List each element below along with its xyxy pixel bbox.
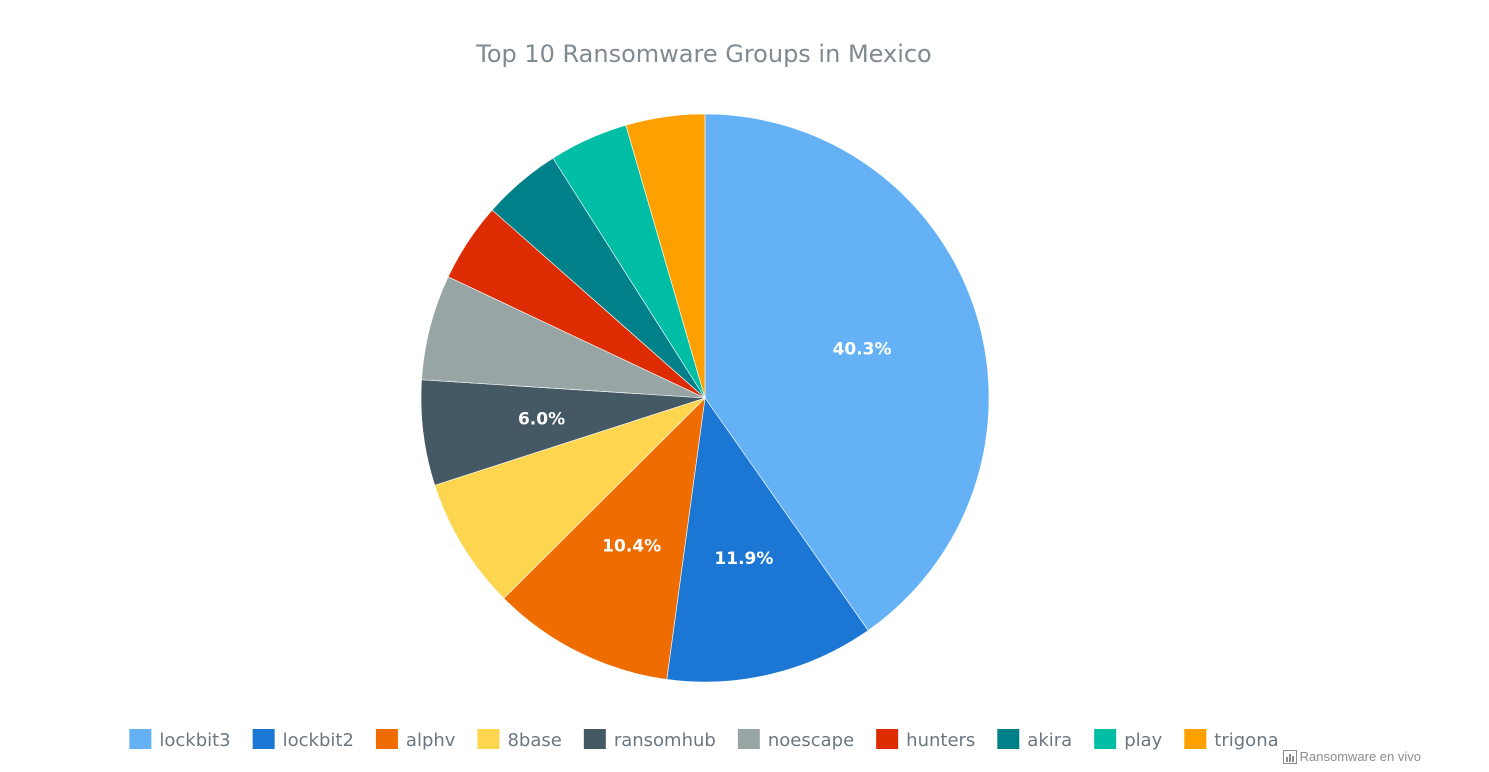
legend-label-lockbit3: lockbit3 bbox=[159, 730, 230, 751]
legend-item-alphv[interactable]: alphv bbox=[375, 729, 456, 751]
legend-label-akira: akira bbox=[1027, 730, 1072, 751]
credit-link[interactable]: Ransomware en vivo bbox=[1282, 749, 1421, 764]
legend-label-ransomhub: ransomhub bbox=[614, 730, 716, 751]
legend-swatch-noescape bbox=[737, 729, 760, 749]
legend-label-lockbit2: lockbit2 bbox=[283, 730, 354, 751]
legend-item-noescape[interactable]: noescape bbox=[737, 729, 854, 751]
legend-swatch-8base bbox=[477, 729, 500, 749]
legend-label-noescape: noescape bbox=[768, 730, 854, 751]
legend-swatch-trigona bbox=[1184, 729, 1207, 749]
legend-label-hunters: hunters bbox=[906, 730, 975, 751]
legend-item-hunters[interactable]: hunters bbox=[876, 729, 975, 751]
slice-label-alphv: 10.4% bbox=[602, 536, 661, 556]
legend-item-lockbit3[interactable]: lockbit3 bbox=[129, 729, 231, 751]
legend-item-lockbit2[interactable]: lockbit2 bbox=[252, 729, 354, 751]
legend-item-akira[interactable]: akira bbox=[997, 729, 1072, 751]
legend-swatch-hunters bbox=[876, 729, 899, 749]
chart-title: Top 10 Ransomware Groups in Mexico bbox=[475, 40, 932, 68]
pie-slice-alphv[interactable] bbox=[503, 397, 706, 680]
legend-item-trigona[interactable]: trigona bbox=[1184, 729, 1279, 751]
slice-label-ransomhub: 6.0% bbox=[518, 409, 565, 429]
legend-swatch-play bbox=[1094, 729, 1117, 749]
pie-slices bbox=[420, 113, 990, 683]
pie-slice-lockbit3[interactable] bbox=[704, 113, 990, 631]
pie-slice-lockbit2[interactable] bbox=[666, 397, 869, 683]
legend-item-ransomhub[interactable]: ransomhub bbox=[583, 729, 716, 751]
legend-swatch-lockbit2 bbox=[252, 729, 275, 749]
legend-swatch-lockbit3 bbox=[129, 729, 152, 749]
legend-swatch-akira bbox=[997, 729, 1020, 749]
slice-label-lockbit3: 40.3% bbox=[833, 339, 892, 359]
pie-slice-labels: 40.3% 11.9% 10.4% 6.0% bbox=[518, 339, 892, 569]
pie-slice-trigona[interactable] bbox=[625, 113, 706, 399]
legend-label-trigona: trigona bbox=[1214, 730, 1278, 751]
legend-item-play[interactable]: play bbox=[1094, 729, 1163, 751]
legend-label-alphv: alphv bbox=[406, 730, 456, 751]
legend-swatch-alphv bbox=[375, 729, 398, 749]
chart-legend: lockbit3 lockbit2 alphv 8base ransomhub noesc… bbox=[129, 729, 1279, 751]
legend-label-8base: 8base bbox=[507, 730, 561, 751]
legend-item-8base[interactable]: 8base bbox=[477, 729, 562, 751]
slice-label-lockbit2: 11.9% bbox=[714, 549, 773, 569]
credit-text: Ransomware en vivo bbox=[1299, 749, 1421, 764]
pie-slice-8base[interactable] bbox=[434, 397, 706, 599]
legend-swatch-ransomhub bbox=[583, 729, 606, 749]
bar-chart-icon bbox=[1282, 749, 1297, 764]
legend-label-play: play bbox=[1124, 730, 1162, 751]
